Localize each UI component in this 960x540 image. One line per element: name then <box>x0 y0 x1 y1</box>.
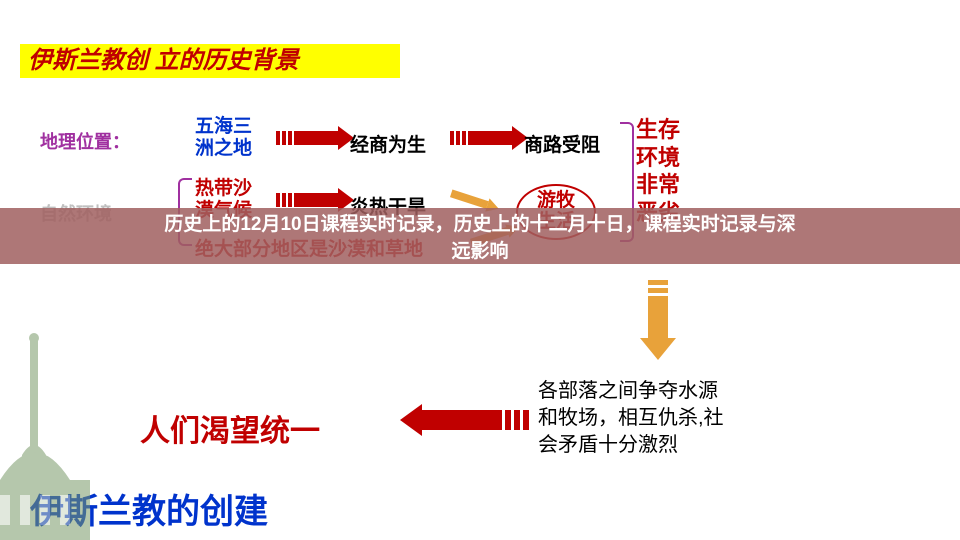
arrow-down-icon <box>640 280 676 360</box>
blocked-text: 商路受阻 <box>524 130 600 157</box>
geo-label: 地理位置： <box>40 128 130 154</box>
conflict-text: 各部落之间争夺水源和牧场，相互仇杀,社会矛盾十分激烈 <box>538 378 728 459</box>
arrow-right-icon <box>450 126 528 150</box>
arrow-left-icon <box>400 404 529 436</box>
main-title: 伊斯兰教创 立的历史背景 <box>20 44 400 78</box>
overlay-line1: 历史上的12月10日课程实时记录，历史上的十二月十日，课程实时记录与深 <box>164 209 795 236</box>
arrow-right-icon <box>276 126 354 150</box>
unity-text: 人们渴望统一 <box>140 406 320 450</box>
location-text: 五海三洲之地 <box>195 116 265 160</box>
trade-text: 经商为生 <box>350 130 426 157</box>
overlay-line2: 远影响 <box>451 236 508 263</box>
overlay-caption: 历史上的12月10日课程实时记录，历史上的十二月十日，课程实时记录与深 远影响 <box>0 208 960 264</box>
mosque-icon <box>0 330 90 540</box>
